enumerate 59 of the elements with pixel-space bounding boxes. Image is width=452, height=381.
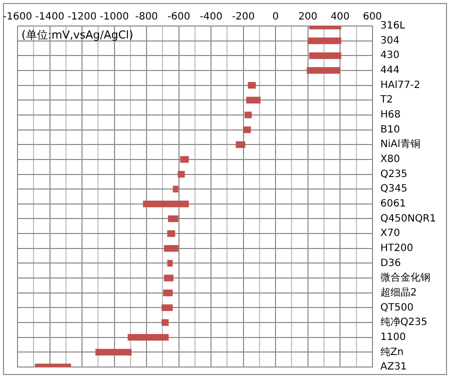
bar [178,170,185,178]
y-tick-label: Q345 [380,184,408,195]
x-tick-label: 200 [298,12,318,23]
y-tick-label: X80 [380,154,400,166]
y-tick-label: 纯净Q235 [380,316,428,328]
x-tick-label: -800 [135,12,158,23]
x-tick-label: -1000 [100,12,129,23]
bar [162,304,173,312]
bar [167,260,173,267]
bar [143,200,189,208]
bar [243,126,251,134]
y-tick-label: B10 [380,124,400,136]
y-tick-label: 316L [380,20,406,32]
bar [164,245,178,252]
bar [95,348,132,356]
x-tick-label: -600 [167,12,190,23]
x-tick-label: 0 [272,12,279,23]
y-tick-label: 430 [380,50,400,62]
x-tick-label: -200 [232,12,255,23]
y-tick-label: QT500 [380,302,414,314]
bar [236,141,246,148]
y-tick-label: HAl77-2 [380,80,420,91]
y-tick-label: 纯Zn [380,346,404,358]
x-tick-label: -1400 [35,12,64,23]
y-tick-label: 超细晶2 [380,286,417,298]
y-tick-label: X70 [380,228,400,240]
y-tick-label: Q450NQR1 [380,213,436,224]
bar [180,156,189,163]
bar [248,82,256,89]
bar [167,230,176,237]
y-tick-label: 304 [380,35,400,46]
bar [164,274,174,282]
y-tick-label: T2 [379,94,393,106]
bar [163,290,173,296]
y-tick-label: H68 [380,110,401,121]
bar [246,96,261,104]
x-tick-label: 400 [330,12,350,23]
x-tick-label: -400 [200,12,222,23]
x-tick-label: 600 [362,12,382,23]
bar [128,334,169,341]
y-tick-label: 1100 [380,332,406,343]
bar [306,67,340,74]
bar [172,186,178,192]
bar [162,319,169,326]
y-tick-label: AZ31 [380,362,407,373]
bar [309,52,342,59]
x-tick-label: -1600 [3,12,32,23]
y-tick-label: 微合金化钢 [380,272,430,284]
bar [244,112,252,118]
bar [308,37,342,44]
bar [168,215,178,222]
x-tick-label: -1200 [68,12,97,23]
annotation: (单位:mV,vsAg/AgCl) [22,28,134,42]
y-tick-label: Q235 [380,168,408,180]
y-tick-label: NiAl青铜 [380,138,420,150]
y-tick-label: 6061 [380,198,406,210]
y-tick-label: HT200 [380,242,414,254]
y-tick-label: 444 [380,65,400,76]
y-tick-label: D36 [380,258,401,269]
